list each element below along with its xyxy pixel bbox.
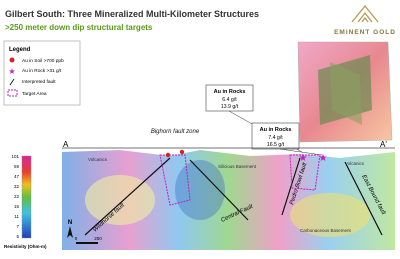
legend-symbol (9, 57, 15, 63)
colorbar-tick-label: 47 (14, 174, 20, 179)
callout-box (205, 84, 254, 112)
soil-point (179, 149, 185, 155)
scale-label: 0 (75, 236, 78, 241)
target-area (289, 154, 321, 191)
block-model (297, 41, 393, 143)
colorbar-tick-label: 5 (16, 234, 19, 239)
legend-symbol (7, 89, 18, 97)
colorbar-ramp (21, 155, 32, 239)
rock-point: ★ (299, 153, 308, 164)
callout-title: Au in Rocks (214, 89, 246, 95)
callout-line: 6.4 g/t (222, 97, 237, 103)
section-end: A' (380, 140, 387, 149)
rock-point: ★ (319, 153, 328, 164)
title: Gilbert South: Three Mineralized Multi-K… (5, 9, 259, 19)
colorbar-tick-label: 101 (11, 154, 19, 159)
subtitle: >250 meter down dip structural targets (5, 23, 153, 32)
colorbar: Resistivity (Ohm-m) 101 69 47 32 22 15 11 7 5 (4, 154, 47, 249)
colorbar-tick-label: 7 (16, 224, 19, 229)
section-label: Volcanics (345, 161, 365, 166)
colorbar-tick-label: 69 (14, 164, 20, 169)
north-arrow (67, 226, 73, 238)
colorbar-label: Resistivity (Ohm-m) (4, 244, 47, 249)
fault (344, 161, 383, 236)
colorbar-tick-label: 15 (14, 204, 20, 209)
callout: Au in Rocks 7.4 g/t 16.5 g/t (251, 122, 323, 156)
legend-title: Legend (9, 47, 31, 53)
section-label: Volcanics (88, 157, 108, 162)
logo-text: EMINENT GOLD (334, 29, 396, 36)
fault (281, 157, 301, 216)
legend-item: Interpreted fault (22, 79, 56, 85)
north-label: N (68, 220, 72, 226)
soil-point (165, 152, 171, 158)
callout-box (251, 122, 300, 150)
colorbar-tick-label: 32 (14, 184, 20, 189)
logo-mark (351, 4, 379, 23)
legend-symbol: ★ (8, 67, 15, 76)
fault (84, 157, 171, 236)
callout-line: 13.9 g/t (221, 104, 239, 110)
section-label: Carbonaceous Basement (300, 228, 352, 233)
legend: Legend Au in Soil >700 ppb ★ Au in Rock … (3, 40, 81, 106)
logo: EMINENT GOLD (334, 4, 396, 36)
legend-item: Au in Soil >700 ppb (22, 58, 64, 64)
callout-title: Au in Rocks (260, 127, 292, 133)
anomaly (85, 175, 155, 225)
scale-bar (76, 242, 98, 244)
section-label: Bighorn fault zone (151, 129, 200, 135)
callout-line: 7.4 g/t (268, 135, 283, 141)
callout-line: 16.5 g/t (267, 142, 285, 148)
cross-section: A A' ★ ★ Bighorn fault zone Volcanics Si… (62, 129, 395, 250)
model-plane (330, 62, 362, 125)
anomaly (175, 160, 225, 220)
legend-item: Au in Rock >31 g/t (22, 68, 62, 74)
legend-item: Target Area (22, 91, 47, 97)
legend-symbol (9, 78, 15, 86)
colorbar-tick-label: 11 (14, 214, 19, 219)
section-label: Silicious Basement (218, 164, 257, 169)
anomaly (290, 193, 370, 237)
colorbar-tick-label: 22 (14, 194, 20, 199)
fault (189, 159, 249, 221)
callout-leader (279, 148, 323, 156)
scale-label: 250 (94, 236, 102, 241)
callout: Au in Rocks 6.4 g/t 13.9 g/t (205, 84, 303, 153)
section-start: A (63, 140, 69, 149)
target-area (159, 154, 191, 206)
